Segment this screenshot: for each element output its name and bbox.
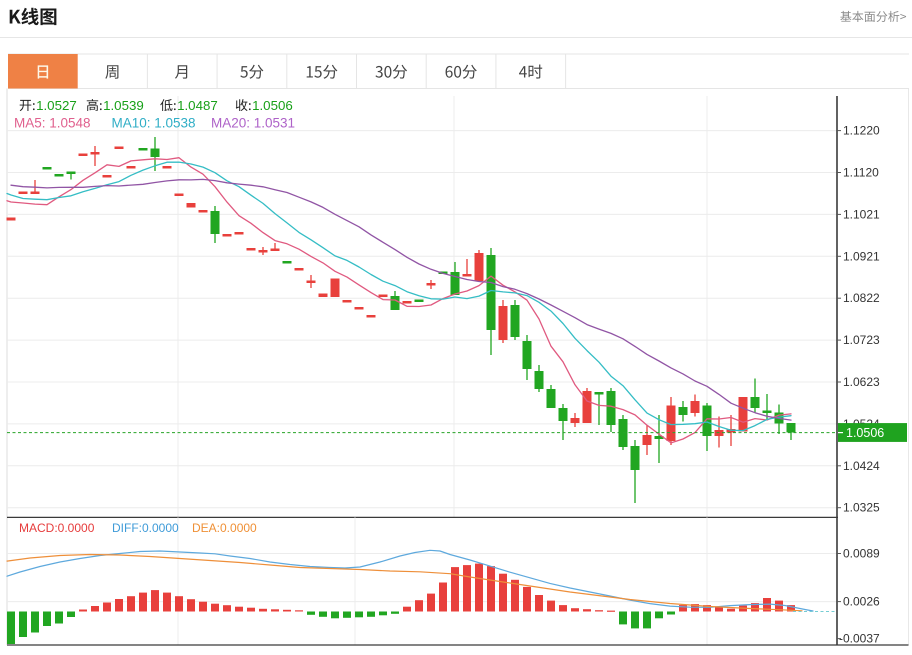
svg-text:1.0822: 1.0822 — [843, 291, 880, 305]
svg-text:1.0921: 1.0921 — [843, 249, 880, 263]
svg-text:1.0325: 1.0325 — [843, 501, 880, 515]
svg-text:DEA:0.0000: DEA:0.0000 — [192, 521, 257, 535]
svg-text:DIFF:0.0000: DIFF:0.0000 — [112, 521, 179, 535]
svg-text:1.0424: 1.0424 — [843, 459, 880, 473]
svg-text:-0.0037: -0.0037 — [839, 632, 880, 646]
svg-text:1.0506: 1.0506 — [846, 426, 884, 440]
svg-text:MA5: 1.0548: MA5: 1.0548 — [14, 116, 91, 131]
svg-text:0.0026: 0.0026 — [843, 595, 880, 609]
svg-text:1.0539: 1.0539 — [103, 98, 144, 113]
svg-text:1.0487: 1.0487 — [177, 98, 218, 113]
svg-text:1.0623: 1.0623 — [843, 375, 880, 389]
svg-text:1.0506: 1.0506 — [252, 98, 293, 113]
svg-text:0.0089: 0.0089 — [843, 547, 880, 561]
svg-text:MA20: 1.0531: MA20: 1.0531 — [211, 116, 295, 131]
svg-text:1.0527: 1.0527 — [36, 98, 77, 113]
svg-text:1.1021: 1.1021 — [843, 207, 880, 221]
svg-text:MA10: 1.0538: MA10: 1.0538 — [112, 116, 196, 131]
svg-text:1.1120: 1.1120 — [843, 166, 879, 180]
svg-text:1.1220: 1.1220 — [843, 124, 880, 138]
svg-text:MACD:0.0000: MACD:0.0000 — [19, 521, 95, 535]
svg-text:1.0723: 1.0723 — [843, 333, 880, 347]
